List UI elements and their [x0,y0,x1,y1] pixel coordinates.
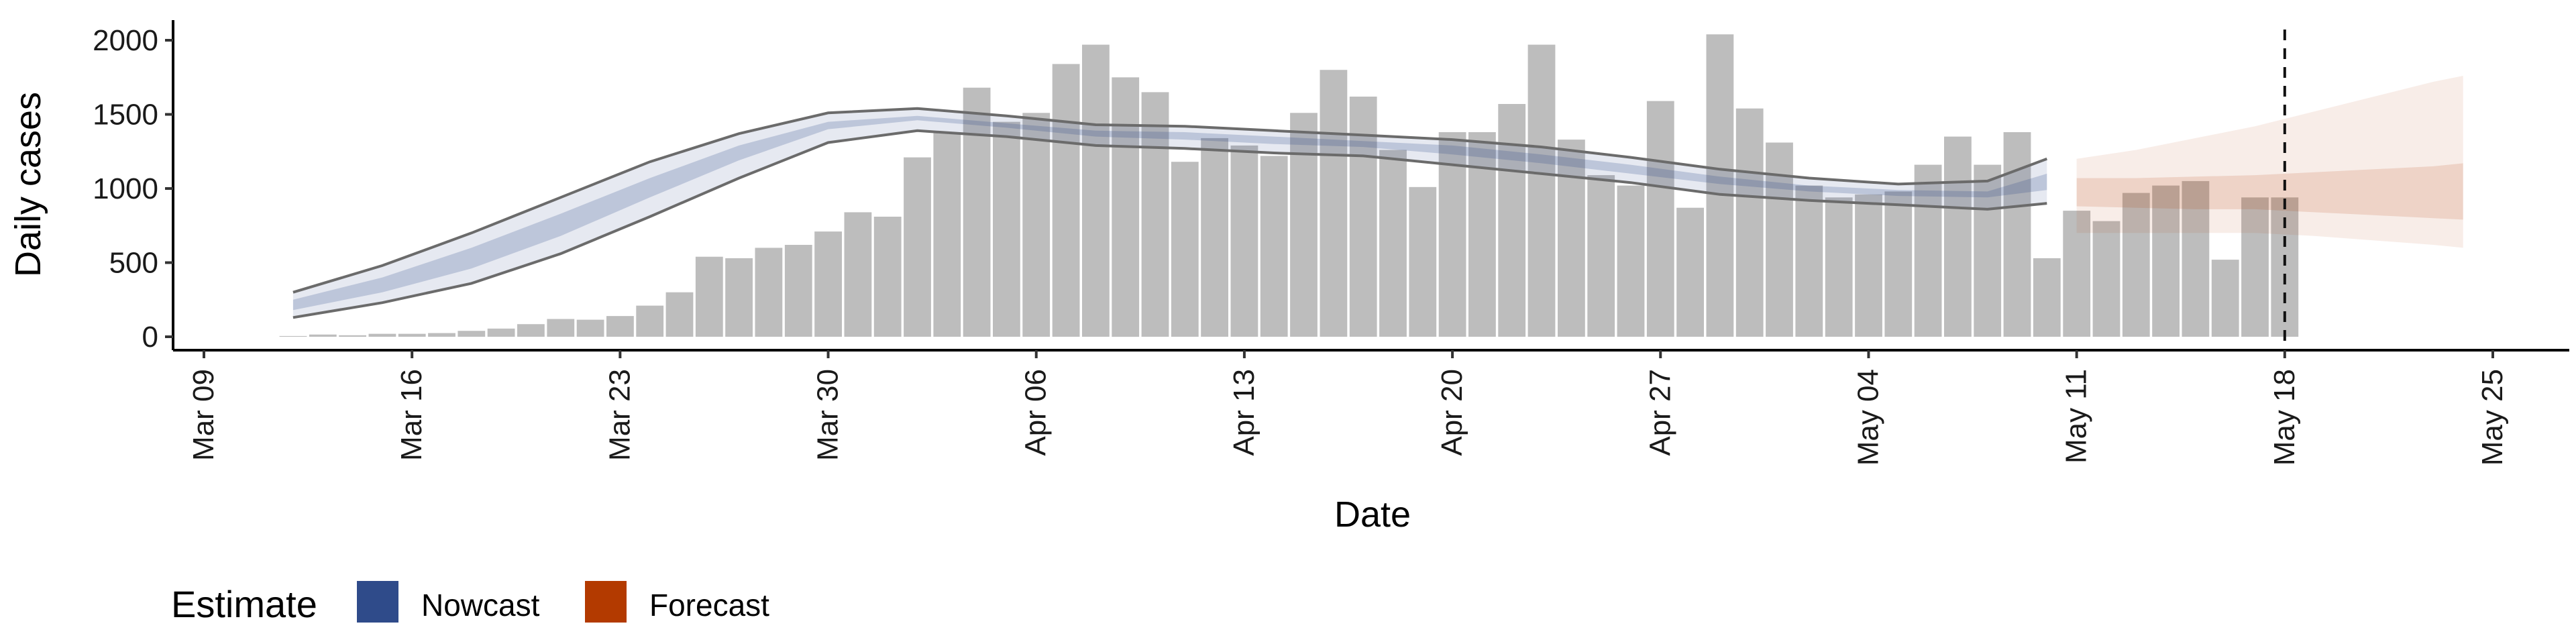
bar-2020-05-04 [1855,194,1882,337]
bar-2020-03-26 [695,256,723,337]
nowcast-band-50 [292,115,2047,311]
forecast-band-50 [2076,163,2463,220]
bar-2020-05-01 [1766,142,1793,337]
x-tick-label-4: Apr 06 [1020,369,1053,456]
bar-2020-05-06 [1914,164,1942,337]
legend-title: Estimate [171,583,317,625]
bar-2020-05-16 [2211,260,2239,337]
bar-2020-04-06 [1022,113,1051,337]
forecast-band-90 [2076,76,2463,248]
bar-2020-04-19 [1409,186,1437,337]
bar-2020-03-20 [517,324,545,337]
bar-2020-05-10 [2033,258,2061,337]
bar-2020-05-07 [1944,136,1972,337]
x-tick-label-10: May 18 [2268,369,2301,466]
bar-2020-03-27 [725,258,753,337]
bar-2020-03-22 [576,319,604,337]
bar-2020-04-11 [1171,162,1199,337]
bar-2020-03-28 [755,248,783,337]
bar-2020-04-14 [1260,156,1288,337]
bar-2020-04-28 [1676,207,1704,337]
bar-2020-05-03 [1825,197,1853,337]
bar-2020-05-09 [2003,132,2031,337]
bar-2020-04-27 [1646,101,1674,337]
y-tick-label-1000: 1000 [93,172,158,205]
bar-2020-03-23 [606,316,634,337]
legend-swatch-forecast [585,581,627,623]
x-tick-label-11: May 25 [2476,369,2509,466]
bar-2020-03-16 [398,333,426,337]
bar-2020-05-12 [2092,221,2121,337]
bar-2020-03-14 [339,335,366,337]
legend-swatch-nowcast [357,581,398,623]
bar-2020-04-03 [933,132,961,337]
bar-2020-03-24 [636,305,664,337]
x-tick-label-0: Mar 09 [187,369,220,461]
bar-2020-04-18 [1379,150,1407,337]
bar-2020-05-17 [2241,197,2269,337]
bar-2020-05-05 [1884,191,1913,337]
bar-2020-04-10 [1141,92,1169,337]
nowcast-band-90 [292,108,2047,318]
bar-2020-04-25 [1587,175,1615,337]
plot-area [279,30,2463,342]
axes: 0 500 1000 1500 2000 Mar 09 Mar 16 Mar 23 Mar 30… [93,20,2569,466]
bar-2020-05-13 [2122,193,2150,337]
bar-2020-04-16 [1320,70,1348,337]
bar-2020-03-13 [309,334,337,337]
bar-2020-04-17 [1349,97,1377,337]
bar-2020-03-19 [487,328,515,337]
x-tick-label-5: Apr 13 [1228,369,1260,456]
bar-2020-04-26 [1617,185,1645,337]
bar-2020-04-29 [1706,34,1734,337]
bar-2020-05-14 [2152,185,2180,337]
bar-2020-04-05 [993,121,1020,337]
x-tick-label-1: Mar 16 [395,369,428,461]
x-axis-title: Date [1334,494,1411,535]
x-tick-label-2: Mar 23 [603,369,636,461]
bar-2020-04-08 [1082,44,1110,337]
y-tick-label-2000: 2000 [93,24,158,57]
bar-2020-04-02 [904,157,931,337]
bar-2020-03-21 [547,319,575,337]
x-tick-label-7: Apr 27 [1644,369,1676,456]
bar-2020-05-15 [2182,180,2210,337]
x-tick-label-3: Mar 30 [812,369,845,461]
bar-2020-05-02 [1795,185,1823,337]
bar-2020-04-22 [1498,104,1526,337]
y-tick-label-500: 500 [109,247,158,280]
bar-2020-03-25 [665,292,694,337]
x-tick-label-9: May 11 [2060,369,2093,464]
bar-2020-03-15 [368,333,396,337]
y-tick-label-1500: 1500 [93,99,158,131]
x-tick-label-6: Apr 20 [1436,369,1468,456]
bar-2020-04-13 [1230,145,1258,337]
nowcast-lower-line [292,129,2047,319]
x-tick-label-8: May 04 [1851,369,1884,466]
nowcast-upper-line [292,107,2047,294]
bar-2020-04-24 [1558,140,1585,337]
bar-2020-04-01 [873,217,902,337]
bar-2020-04-04 [963,87,991,337]
y-axis-title: Daily cases [8,92,48,277]
bar-2020-03-18 [458,331,486,337]
bar-2020-04-07 [1052,64,1080,337]
bar-2020-04-09 [1112,77,1140,337]
bar-2020-03-17 [428,333,455,337]
legend-label-nowcast: Nowcast [421,588,540,623]
bar-2020-05-11 [2063,211,2091,337]
bar-2020-04-23 [1527,44,1556,337]
legend: Estimate Nowcast Forecast [171,581,769,625]
bar-2020-03-30 [814,231,842,337]
bar-2020-04-12 [1201,138,1228,337]
bar-2020-03-12 [279,335,307,337]
y-tick-label-0: 0 [142,321,158,354]
bar-2020-04-15 [1290,113,1318,337]
legend-label-forecast: Forecast [649,588,769,623]
bar-2020-05-08 [1974,164,2002,337]
bar-2020-03-31 [844,212,872,337]
bar-2020-03-29 [784,245,812,337]
bar-2020-04-30 [1735,108,1764,337]
